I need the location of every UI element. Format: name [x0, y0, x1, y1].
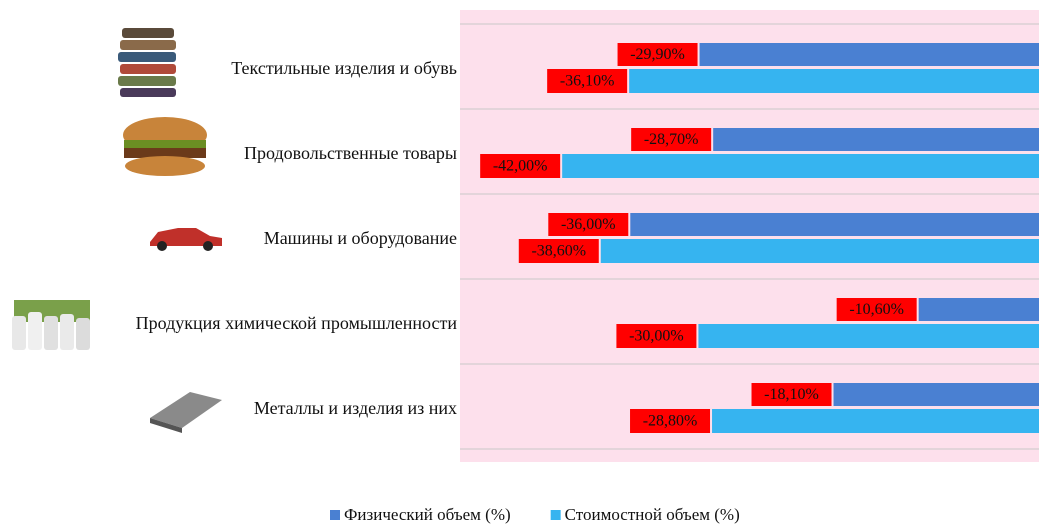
- category-label: Машины и оборудование: [264, 228, 457, 248]
- bar: [630, 213, 1039, 236]
- legend-swatch: [330, 510, 340, 520]
- bar: [698, 324, 1039, 348]
- legend-label: Стоимостной объем (%): [565, 505, 740, 524]
- value-label: -29,90%: [630, 46, 685, 63]
- value-label: -38,60%: [531, 243, 586, 260]
- value-label: -10,60%: [849, 301, 904, 318]
- category-label: Продовольственные товары: [244, 143, 457, 163]
- value-label: -36,10%: [560, 73, 615, 90]
- legend-label: Физический объем (%): [344, 505, 511, 524]
- car-icon: [150, 228, 222, 251]
- value-label: -30,00%: [629, 328, 684, 345]
- value-label: -28,70%: [644, 131, 699, 148]
- bar: [629, 69, 1039, 93]
- category-label: Металлы и изделия из них: [254, 398, 457, 418]
- value-label: -36,00%: [561, 216, 616, 233]
- bar: [712, 409, 1039, 433]
- bar: [700, 43, 1039, 66]
- bar: [562, 154, 1039, 178]
- legend-swatch: [551, 510, 561, 520]
- burger-icon: [123, 117, 207, 176]
- metal-icon: [150, 392, 222, 433]
- category-label: Продукция химической промышленности: [136, 313, 458, 333]
- chemicals-icon: [12, 300, 90, 350]
- textile-icon: [118, 28, 176, 97]
- value-label: -28,80%: [643, 413, 698, 430]
- chart: Физический объем (%) Стоимостной объем (%…: [0, 0, 1039, 525]
- category-label: Текстильные изделия и обувь: [231, 58, 457, 78]
- value-label: -42,00%: [493, 158, 548, 175]
- bar: [834, 383, 1039, 406]
- page: Физический объем (%) Стоимостной объем (%…: [0, 0, 1039, 525]
- bar: [713, 128, 1039, 151]
- legend: Физический объем (%) Стоимостной объем (%…: [330, 505, 740, 524]
- value-label: -18,10%: [764, 386, 819, 403]
- bar: [601, 239, 1039, 263]
- bar: [919, 298, 1039, 321]
